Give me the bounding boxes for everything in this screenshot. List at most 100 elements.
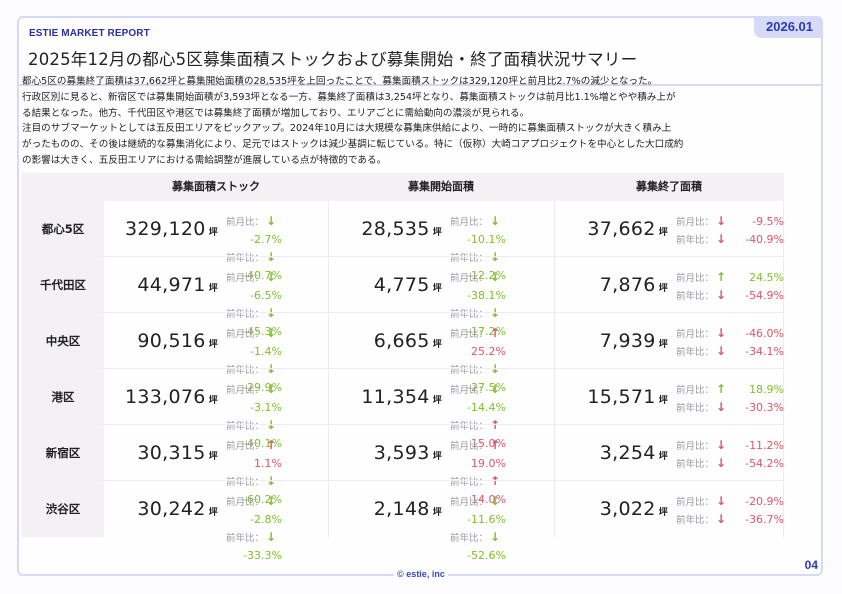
unit-tsubo: 坪	[208, 284, 218, 294]
table-row: 渋谷区 30,242 坪 前月比： ↓-2.8% 前年比： ↓-33.3% 2,148…	[22, 481, 785, 562]
arrow-up-icon: ↑	[489, 418, 501, 432]
table-row: 都心5区 329,120 坪 前月比： ↓-2.7% 前年比： ↓-40.7% 28,…	[22, 201, 784, 282]
comparison-block: 前月比： ↓ -9.5% 前年比： ↓ -40.9%	[676, 213, 784, 249]
column-divider	[554, 201, 555, 537]
column-divider	[328, 201, 329, 537]
comparison-block: 前月比： ↓-14.4% 前年比： ↑15.0%	[450, 381, 552, 453]
column-header-closed-listings: 募集終了面積	[636, 180, 702, 193]
metric-cell: 3,254 坪 前月比： ↓ -11.2% 前年比： ↓ -54.2%	[554, 425, 784, 481]
page-title: 2025年12月の都心5区募集面積ストックおよび募集開始・終了面積状況サマリー	[28, 50, 638, 69]
arrow-down-icon: ↓	[265, 362, 277, 376]
yoy-percent: -27.5%	[467, 381, 506, 394]
yoy-percent: -33.3%	[243, 549, 282, 562]
area-value: 30,242 坪	[137, 498, 218, 520]
arrow-down-icon: ↓	[715, 494, 727, 508]
mom-percent: -20.9%	[745, 495, 785, 508]
metric-cell: 30,315 坪 前月比： ↑1.1% 前年比： ↓-60.2%	[104, 425, 328, 506]
comparison-block: 前月比： ↓-38.1% 前年比： ↓-17.2%	[450, 269, 552, 341]
mom-percent: -11.6%	[467, 513, 506, 526]
metric-cell: 37,662 坪 前月比： ↓ -9.5% 前年比： ↓ -40.9%	[554, 201, 784, 257]
arrow-down-icon: ↓	[265, 474, 277, 488]
arrow-down-icon: ↓	[265, 306, 277, 320]
unit-tsubo: 坪	[432, 508, 442, 518]
comparison-block: 前月比： ↓-10.1% 前年比： ↓-12.2%	[450, 213, 552, 285]
mom-percent: 25.2%	[471, 345, 506, 358]
metric-cell: 3,593 坪 前月比： ↑19.0% 前年比： ↑14.0%	[328, 425, 552, 506]
yoy-line: 前年比： ↓ -34.1%	[676, 343, 784, 361]
mom-line: 前月比： ↓ -46.0%	[676, 325, 784, 343]
arrow-down-icon: ↓	[715, 512, 727, 526]
comparison-block: 前月比： ↓ -11.2% 前年比： ↓ -54.2%	[676, 437, 784, 473]
arrow-down-icon: ↓	[265, 250, 277, 264]
mom-label: 前月比：	[676, 497, 715, 508]
yoy-percent: -60.2%	[243, 493, 282, 506]
yoy-line: 前年比： ↓-27.5%	[450, 361, 552, 397]
yoy-line: 前年比： ↓-29.9%	[226, 361, 328, 397]
unit-tsubo: 坪	[658, 284, 668, 294]
unit-tsubo: 坪	[208, 340, 218, 350]
report-page: ESTIE MARKET REPORT 2026.01 2025年12月の都心5…	[17, 16, 823, 576]
mom-label: 前月比：	[450, 385, 489, 396]
row-area-label: 中央区	[45, 334, 81, 348]
arrow-down-icon: ↓	[715, 288, 727, 302]
mom-label: 前月比：	[226, 441, 265, 452]
area-value: 11,354 坪	[361, 386, 442, 408]
yoy-line: 前年比： ↓ -54.2%	[676, 455, 784, 473]
unit-tsubo: 坪	[658, 452, 668, 462]
row-divider	[96, 480, 784, 481]
row-divider	[96, 256, 784, 257]
copyright-text: © estie, inc	[394, 569, 448, 579]
area-value: 2,148 坪	[374, 498, 442, 520]
comparison-block: 前月比： ↓-2.8% 前年比： ↓-33.3%	[226, 493, 328, 565]
area-number: 15,571	[587, 386, 656, 408]
mom-line: 前月比： ↓ -2.8%	[226, 493, 328, 529]
yoy-label: 前年比：	[676, 515, 715, 526]
summary-text: 都心5区の募集終了面積は37,662坪と募集開始面積の28,535坪を上回ったこ…	[22, 74, 792, 169]
row-area-label: 都心5区	[41, 222, 85, 236]
row-area-label: 渋谷区	[45, 502, 81, 516]
row-area-label: 新宿区	[45, 446, 81, 460]
mom-line: 前月比： ↓ -3.1%	[226, 381, 328, 417]
mom-label: 前月比：	[226, 497, 265, 508]
arrow-up-icon: ↑	[715, 382, 727, 396]
area-number: 133,076	[125, 386, 206, 408]
yoy-percent: -52.6%	[467, 549, 506, 562]
arrow-up-icon: ↑	[489, 326, 501, 340]
yoy-line: 前年比： ↓-12.2%	[450, 249, 552, 285]
mom-line: 前月比： ↓ -1.4%	[226, 325, 328, 361]
yoy-label: 前年比：	[450, 253, 489, 264]
metric-cell: 15,571 坪 前月比： ↑ 18.9% 前年比： ↓ -30.3%	[554, 369, 784, 425]
unit-tsubo: 坪	[432, 284, 442, 294]
comparison-block: 前月比： ↓-3.1% 前年比： ↓-40.1%	[226, 381, 328, 453]
page-header: ESTIE MARKET REPORT 2026.01 2025年12月の都心5…	[19, 16, 823, 86]
mom-label: 前月比：	[226, 273, 265, 284]
yoy-percent: -36.7%	[745, 513, 785, 526]
arrow-down-icon: ↓	[715, 400, 727, 414]
table-row: 港区 133,076 坪 前月比： ↓-3.1% 前年比： ↓-40.1% 11,35…	[22, 369, 785, 450]
mom-label: 前月比：	[226, 385, 265, 396]
mom-line: 前月比： ↓ -14.4%	[450, 381, 552, 417]
mom-label: 前月比：	[450, 329, 489, 340]
table-row: 新宿区 30,315 坪 前月比： ↑1.1% 前年比： ↓-60.2% 3,593 坪…	[22, 425, 784, 506]
unit-tsubo: 坪	[208, 396, 218, 406]
yoy-percent: -40.1%	[243, 437, 282, 450]
yoy-line: 前年比： ↓ -40.9%	[676, 231, 784, 249]
yoy-label: 前年比：	[226, 533, 265, 544]
mom-line: 前月比： ↓ -9.5%	[676, 213, 784, 231]
area-value: 28,535 坪	[361, 218, 442, 240]
yoy-percent: -30.3%	[745, 401, 785, 414]
mom-label: 前月比：	[676, 217, 715, 228]
comparison-block: 前月比： ↑ 18.9% 前年比： ↓ -30.3%	[676, 381, 784, 417]
area-number: 329,120	[125, 218, 206, 240]
arrow-down-icon: ↓	[489, 494, 501, 508]
arrow-down-icon: ↓	[265, 418, 277, 432]
comparison-block: 前月比： ↓-11.6% 前年比： ↓-52.6%	[450, 493, 552, 565]
area-number: 11,354	[361, 386, 430, 408]
arrow-up-icon: ↑	[489, 474, 501, 488]
column-header-stock: 募集面積ストック	[172, 180, 260, 193]
mom-percent: -9.5%	[752, 215, 785, 228]
yoy-line: 前年比： ↓ -52.6%	[450, 529, 552, 565]
area-number: 3,254	[599, 442, 656, 464]
yoy-percent: -34.1%	[745, 345, 785, 358]
mom-percent: 19.0%	[471, 457, 506, 470]
